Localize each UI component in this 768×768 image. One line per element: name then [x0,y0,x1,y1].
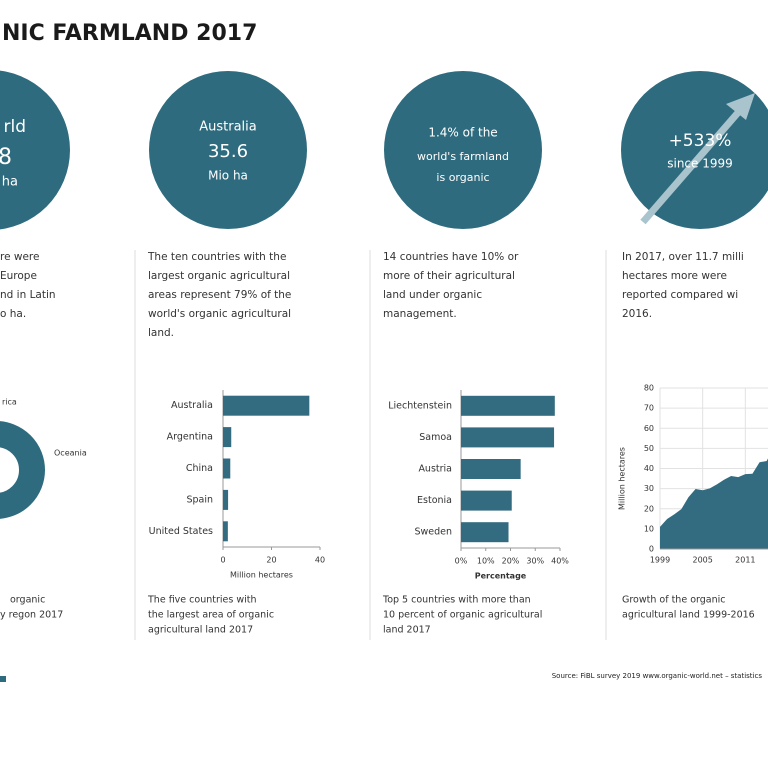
category-label: Liechtenstein [388,400,452,411]
y-tick-label: 40 [644,464,654,473]
x-axis-label: Percentage [475,572,527,581]
panel-caption: agricultural land 2017 [148,625,253,636]
panel-caption: 10 percent of organic agricultural [383,610,542,621]
y-tick-label: 70 [644,404,654,413]
circle-text: +533% [669,131,732,151]
circle-text: world's farmland [417,150,509,163]
category-label: Estonia [417,495,452,506]
panel-text: re were [0,251,39,263]
bar [461,395,555,416]
panel-text: 2016. [622,308,652,320]
circle-text: Mio ha [208,169,248,183]
y-tick-label: 50 [644,444,654,453]
y-axis-label: Million hectares [618,447,627,510]
panel-caption: y regon 2017 [0,610,63,621]
y-tick-label: 80 [644,384,654,393]
x-tick-label: 40 [315,556,325,565]
panel-text: world's organic agricultural [148,308,291,320]
growth-arrowhead [726,93,755,120]
donut-ring [0,421,45,519]
y-tick-label: 60 [644,424,654,433]
x-tick-label: 10% [477,557,495,566]
panel-text: land under organic [383,289,482,301]
panel-caption: Top 5 countries with more than [382,595,531,606]
circle-text: 1.4% of the [428,126,497,140]
panel-caption: agricultural land 1999-2016 [622,610,755,621]
circle-text: rld [3,117,26,137]
category-label: Australia [171,400,213,411]
bar [223,427,232,448]
bar [461,522,509,543]
stat-circle [149,71,307,229]
panel-caption: Growth of the organic [622,595,725,606]
page-title: NIC FARMLAND 2017 [2,21,257,46]
panel-text: reported compared wi [622,289,738,301]
category-label: Argentina [167,432,213,443]
bar [223,521,228,542]
panel-text: land. [148,327,174,339]
category-label: United States [149,526,213,537]
panel-text: more of their agricultural [383,270,515,282]
y-tick-label: 20 [644,504,654,513]
panel-text: hectares more were [622,270,727,282]
panel-text: 14 countries have 10% or [383,251,519,263]
y-tick-label: 10 [644,524,654,533]
bar [461,490,512,511]
bar [223,395,310,416]
x-tick-label: 20 [266,556,276,565]
category-label: Austria [418,464,452,475]
donut-label: Oceania [54,449,87,458]
bar [223,458,231,479]
circle-text: is organic [436,171,489,184]
x-tick-label: 30% [526,557,544,566]
x-tick-label: 2005 [692,556,712,565]
stat-circle [0,70,70,230]
logo-mark [0,676,6,682]
x-tick-label: 0% [455,557,468,566]
panel-text: nd in Latin [0,289,56,301]
category-label: Samoa [419,432,452,443]
circle-text: 8 [0,145,12,170]
panel-caption: land 2017 [383,625,431,636]
bar [461,427,555,448]
x-tick-label: 1999 [650,556,670,565]
x-tick-label: 0 [220,556,225,565]
panel-text: management. [383,308,457,320]
category-label: China [186,463,213,474]
circle-text: since 1999 [667,157,733,171]
stat-circle [384,71,542,229]
source: Source: FiBL survey 2019 www.organic-wor… [552,672,763,680]
panel-text: Europe [0,270,37,282]
category-label: Sweden [414,527,452,538]
category-label: Spain [186,494,213,505]
x-tick-label: 2011 [735,556,755,565]
x-tick-label: 20% [502,557,520,566]
panel-text: The ten countries with the [147,251,286,263]
panel-text: largest organic agricultural [148,270,290,282]
circle-text: 35.6 [208,141,248,162]
circle-text: Australia [199,120,257,135]
y-tick-label: 0 [649,545,654,554]
panel-text: o ha. [0,308,26,320]
bar [223,489,229,510]
donut-label: rica [2,398,17,407]
circle-text: ha [2,175,18,190]
panel-text: areas represent 79% of the [148,289,291,301]
panel-caption: The five countries with [147,595,256,606]
x-axis-label: Million hectares [230,571,293,580]
y-tick-label: 30 [644,484,654,493]
bar [461,459,521,479]
growth-arrow [640,105,745,225]
panel-text: In 2017, over 11.7 milli [622,251,744,263]
stat-circle [621,71,768,229]
x-tick-label: 40% [551,557,569,566]
area [660,458,768,549]
panel-caption: the largest area of organic [148,610,274,621]
panel-caption: organic [10,595,45,606]
